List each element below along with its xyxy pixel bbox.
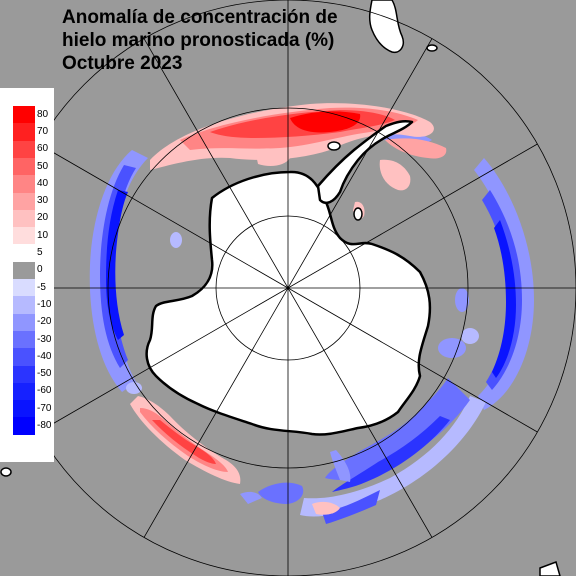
legend-swatch bbox=[13, 417, 35, 436]
legend-swatch bbox=[13, 279, 35, 297]
legend-label: 70 bbox=[37, 125, 49, 137]
legend-swatch bbox=[13, 382, 35, 401]
south-america-tip bbox=[368, 0, 404, 54]
legend-swatch bbox=[13, 244, 35, 263]
legend-swatch bbox=[13, 313, 35, 332]
legend-label: -60 bbox=[37, 385, 52, 397]
legend-label: -30 bbox=[37, 333, 52, 345]
islands bbox=[0, 0, 561, 576]
legend-label: 40 bbox=[37, 177, 49, 189]
southwest-positive-band bbox=[130, 396, 340, 515]
title-line-3: Octubre 2023 bbox=[62, 53, 183, 74]
legend-label: 20 bbox=[37, 212, 49, 224]
legend-swatch bbox=[13, 261, 35, 280]
map-title: Anomalía de concentración de hielo marin… bbox=[62, 6, 392, 75]
legend-swatch bbox=[13, 365, 35, 384]
legend-label: 5 bbox=[37, 247, 43, 259]
legend-swatch bbox=[13, 296, 35, 315]
west-negative-band bbox=[89, 150, 148, 392]
legend-swatch bbox=[13, 227, 35, 245]
legend-label: 80 bbox=[37, 108, 49, 120]
legend-label: -5 bbox=[37, 281, 46, 293]
legend-swatch bbox=[13, 140, 35, 159]
legend-swatch bbox=[13, 192, 35, 211]
legend-label: 50 bbox=[37, 160, 49, 172]
island-south-shetland bbox=[327, 141, 341, 151]
positive-anomaly-areas bbox=[130, 103, 447, 515]
legend-label: 0 bbox=[37, 264, 43, 276]
island-west bbox=[0, 467, 12, 477]
antarctic-peninsula bbox=[316, 119, 414, 204]
legend-label: -80 bbox=[37, 420, 52, 432]
title-line-2: hielo marino pronosticada (%) bbox=[62, 30, 335, 51]
legend-swatch bbox=[13, 157, 35, 176]
legend-swatch bbox=[13, 106, 35, 124]
title-line-1: Anomalía de concentración de bbox=[62, 7, 338, 28]
legend-label: 60 bbox=[37, 143, 49, 155]
color-legend: 80 70 60 50 40 30 20 10 5 0 -5 -10 -20 -30 -40 -50 -60 -7… bbox=[0, 88, 54, 462]
legend-label: -40 bbox=[37, 350, 52, 362]
legend-label: -20 bbox=[37, 316, 52, 328]
island-southeast bbox=[539, 561, 561, 576]
legend-label: 30 bbox=[37, 195, 49, 207]
north-positive-band bbox=[150, 103, 447, 219]
legend-label: -10 bbox=[37, 298, 52, 310]
island-falklands bbox=[426, 44, 438, 52]
legend-swatch bbox=[13, 330, 35, 349]
legend-label: -50 bbox=[37, 368, 52, 380]
legend-swatch bbox=[13, 400, 35, 418]
legend-label: 10 bbox=[37, 229, 49, 241]
legend-swatch bbox=[13, 123, 35, 142]
island-alexander bbox=[353, 207, 363, 221]
legend-swatch bbox=[13, 348, 35, 366]
legend-swatch bbox=[13, 209, 35, 228]
legend-swatch bbox=[13, 175, 35, 193]
legend-label: -70 bbox=[37, 402, 52, 414]
